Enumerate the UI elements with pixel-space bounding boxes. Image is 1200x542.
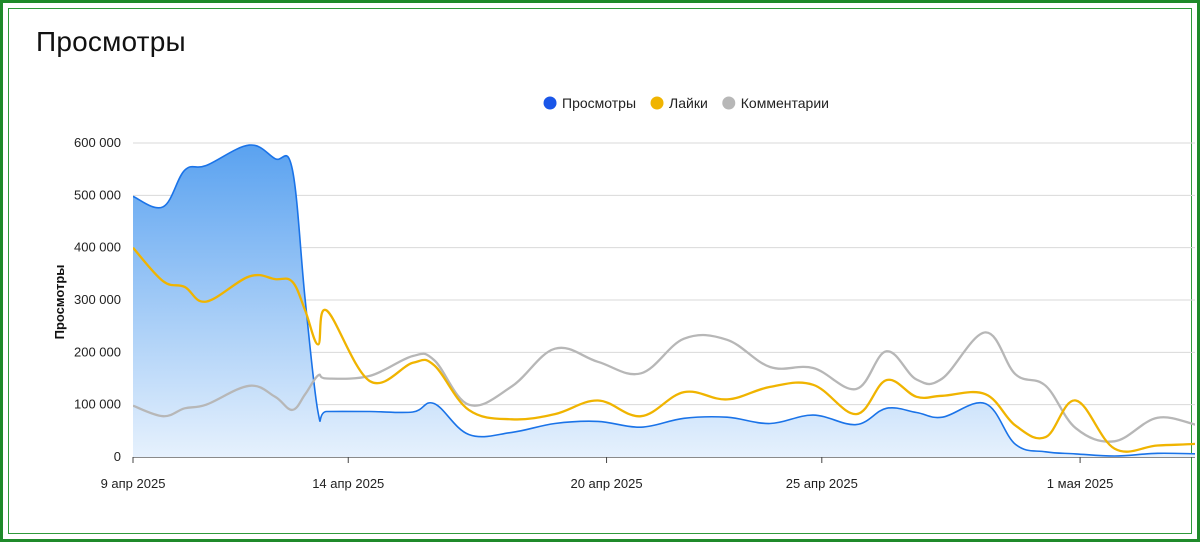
legend-label[interactable]: Просмотры <box>562 95 636 111</box>
x-tick-label: 9 апр 2025 <box>101 476 166 491</box>
x-tick-label: 25 апр 2025 <box>786 476 858 491</box>
y-tick-label: 500 000 <box>74 187 121 202</box>
legend-marker-1 <box>650 96 664 110</box>
area-fill-views <box>133 145 1195 457</box>
legend-marker-2 <box>722 96 736 110</box>
legend-label[interactable]: Комментарии <box>741 95 829 111</box>
x-tick-label: 20 апр 2025 <box>570 476 642 491</box>
series-line-views <box>133 144 1195 457</box>
legend-marker-0 <box>543 96 557 110</box>
page-title: Просмотры <box>36 26 186 57</box>
y-axis-title: Просмотры <box>52 265 67 340</box>
series-line-likes <box>133 246 1195 453</box>
legend-label[interactable]: Лайки <box>669 95 708 111</box>
y-tick-label: 100 000 <box>74 397 121 412</box>
y-tick-label: 200 000 <box>74 344 121 359</box>
x-tick-label: 1 мая 2025 <box>1047 476 1114 491</box>
plot-area <box>133 144 1195 457</box>
x-tick-label: 14 апр 2025 <box>312 476 384 491</box>
series-line-comments <box>133 331 1195 443</box>
y-tick-label: 300 000 <box>74 292 121 307</box>
chart-frame-inner <box>8 8 1192 534</box>
y-tick-label: 600 000 <box>74 135 121 150</box>
y-tick-label: 0 <box>114 449 121 464</box>
y-tick-label: 400 000 <box>74 240 121 255</box>
